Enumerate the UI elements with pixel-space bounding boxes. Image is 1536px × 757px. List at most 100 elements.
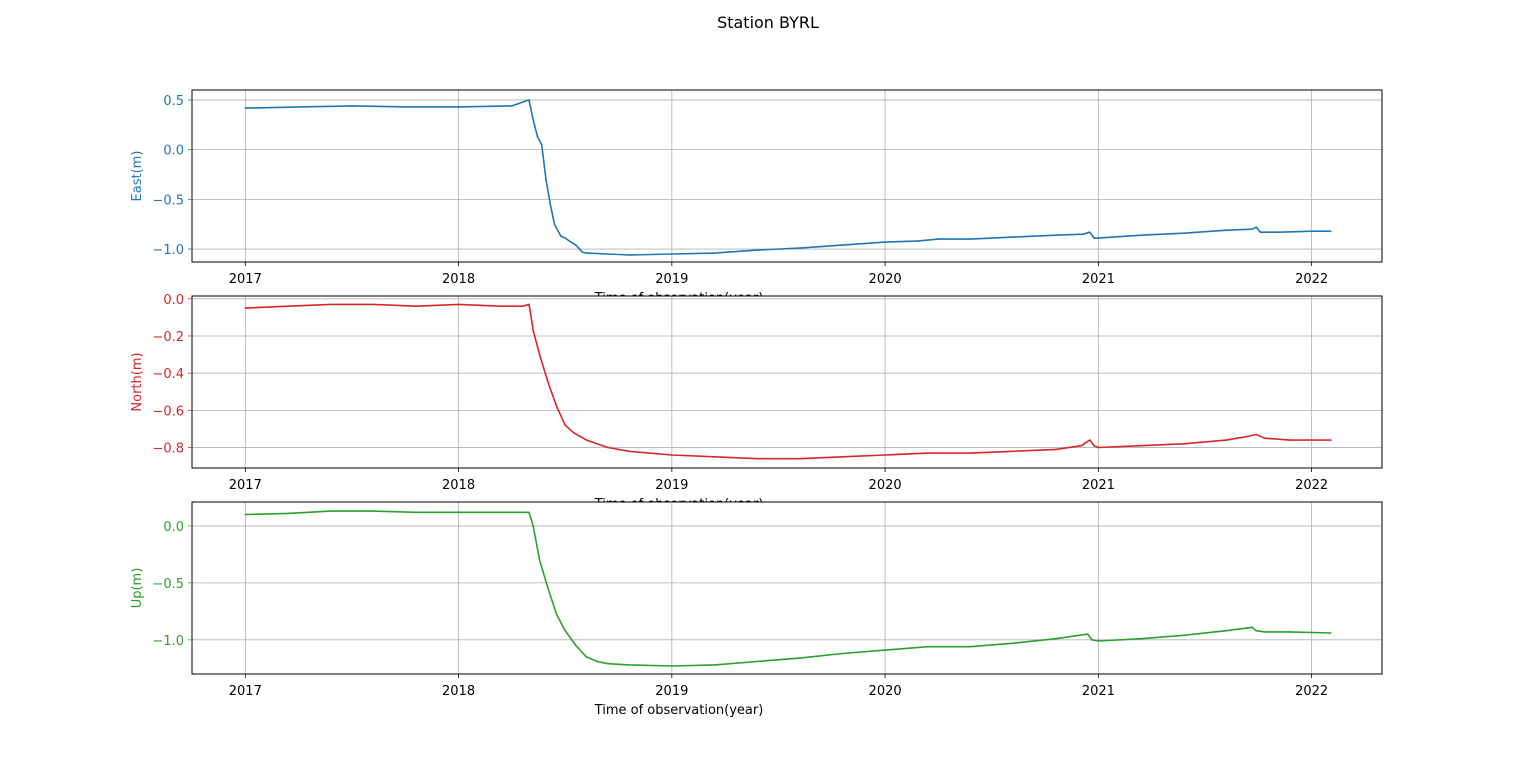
data-point <box>351 105 353 107</box>
data-point <box>585 252 588 254</box>
data-point <box>500 511 503 514</box>
y-tick-label: −1.0 <box>152 634 184 649</box>
y-axis-label: Up(m) <box>130 568 145 609</box>
data-point <box>1080 444 1083 447</box>
data-point <box>1225 229 1228 231</box>
data-point <box>1259 231 1262 233</box>
data-point <box>1255 433 1257 436</box>
data-point <box>564 629 567 632</box>
data-point <box>607 446 609 449</box>
x-tick-label: 2022 <box>1295 478 1328 493</box>
data-point <box>1012 642 1014 645</box>
data-point <box>1278 231 1281 233</box>
data-point <box>1225 629 1228 632</box>
data-point <box>756 249 758 251</box>
x-tick-label: 2022 <box>1295 684 1328 699</box>
data-point <box>841 652 844 655</box>
data-point <box>547 381 549 384</box>
figure-title: Station BYRL <box>717 13 819 32</box>
data-point <box>1054 637 1057 640</box>
data-point <box>568 240 571 242</box>
data-point <box>372 303 375 306</box>
data-point <box>969 238 972 240</box>
y-tick-label: 0.0 <box>163 520 184 535</box>
data-point <box>671 665 673 667</box>
y-tick-label: −0.4 <box>152 367 184 382</box>
data-point <box>564 424 567 427</box>
plot-area <box>192 502 1382 674</box>
data-point <box>1097 640 1100 642</box>
data-point <box>884 649 886 651</box>
data-point <box>628 664 630 666</box>
data-point <box>553 223 556 226</box>
data-point <box>547 587 549 590</box>
x-tick-label: 2018 <box>442 272 475 287</box>
y-tick-label: −1.0 <box>152 243 184 258</box>
data-point <box>1330 632 1332 634</box>
data-point <box>916 240 918 242</box>
y-tick-label: −0.5 <box>152 577 184 592</box>
x-tick-label: 2021 <box>1082 272 1115 287</box>
data-point <box>798 657 801 659</box>
data-point <box>521 305 524 308</box>
data-point <box>532 329 535 332</box>
x-tick-label: 2020 <box>869 272 902 287</box>
y-tick-label: −0.8 <box>152 442 184 457</box>
axes-frame <box>191 295 1383 469</box>
data-point <box>255 107 257 109</box>
y-tick-label: 0.0 <box>163 293 184 308</box>
data-point <box>560 235 562 237</box>
x-tick-label: 2021 <box>1082 684 1115 699</box>
x-tick-label: 2020 <box>869 684 902 699</box>
data-point <box>538 353 541 356</box>
data-point <box>1310 230 1313 232</box>
data-point <box>287 512 289 515</box>
data-point <box>1246 435 1249 438</box>
subplot-north: 2017 2018 2019 2020 2021 2022 0.0 −0.2 −0.4 −0.6 −… <box>130 293 1383 493</box>
data-point <box>1093 237 1095 239</box>
data-point <box>607 253 609 255</box>
data-point <box>1251 228 1253 230</box>
data-point <box>937 238 940 240</box>
x-tick-label: 2022 <box>1295 272 1328 287</box>
data-point <box>671 253 673 255</box>
data-point <box>926 645 929 648</box>
data-point <box>798 247 801 249</box>
data-point <box>532 119 535 121</box>
data-point <box>287 305 289 308</box>
data-point <box>969 452 972 454</box>
data-point <box>1251 626 1253 629</box>
data-point <box>1097 446 1100 449</box>
y-tick-label: −0.6 <box>152 404 184 419</box>
y-tick-label: 0.0 <box>163 144 184 159</box>
data-point <box>1330 439 1332 441</box>
data-point <box>1140 444 1142 447</box>
data-point <box>1263 631 1266 633</box>
data-point <box>528 99 530 101</box>
data-point <box>244 513 247 516</box>
data-point <box>572 431 575 434</box>
data-point <box>532 525 535 527</box>
axes-frame <box>191 501 1383 675</box>
data-point <box>528 303 530 306</box>
data-point <box>1086 633 1089 635</box>
x-axis-label: Time of observation(year) <box>594 703 764 718</box>
data-point <box>500 305 503 308</box>
data-point <box>713 664 716 666</box>
data-point <box>555 613 558 616</box>
data-point <box>415 511 417 514</box>
data-point <box>1089 231 1091 233</box>
data-point <box>841 456 844 458</box>
subplot-up: 2017 2018 2019 2020 2021 2022 0.0 −0.5 −1.0 Up(m) <box>130 501 1383 699</box>
data-point <box>415 305 417 308</box>
data-point <box>244 107 247 109</box>
data-point <box>555 405 558 408</box>
data-point <box>545 178 547 181</box>
subplots-group: Time of observation(year)Time of observa… <box>130 89 1383 718</box>
data-point <box>297 106 300 108</box>
y-tick-label: 0.5 <box>163 94 184 109</box>
data-point <box>1255 226 1257 229</box>
data-point <box>457 303 460 306</box>
data-point <box>1255 629 1257 632</box>
